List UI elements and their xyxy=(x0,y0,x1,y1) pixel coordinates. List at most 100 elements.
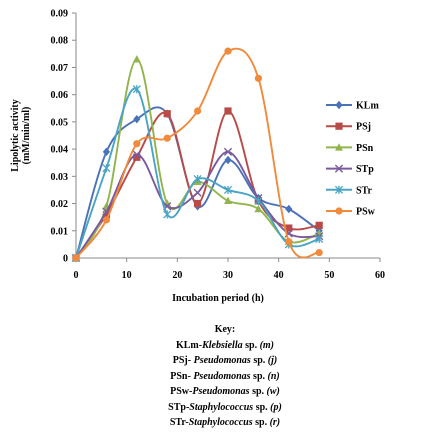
y-tick-label: 0.09 xyxy=(51,9,69,20)
key-genus: Staphylococcus xyxy=(189,401,254,413)
data-point-psw xyxy=(285,238,293,246)
key-strain: (w) xyxy=(266,386,280,397)
y-axis-title-line: (mM/min/ml) xyxy=(21,107,32,165)
key-genus: Pseudomonas xyxy=(192,386,250,397)
lipolytic-activity-chart: 0 0.01 0.02 0.03 0.04 0.05 0.06 0.07 0.08 0.09 0 10… xyxy=(10,9,385,305)
key-code: STr- xyxy=(169,417,189,428)
legend-entry-str: STr xyxy=(326,185,372,196)
legend-entry-psw: PSw xyxy=(326,207,376,218)
data-point-psw xyxy=(254,74,262,82)
y-tick-label: 0.06 xyxy=(51,90,69,101)
key-sp: sp. xyxy=(253,401,271,413)
data-point-psw xyxy=(194,107,202,115)
y-tick-label: 0 xyxy=(63,254,68,265)
x-tick-label: 10 xyxy=(122,270,132,281)
y-tick-label: 0.03 xyxy=(51,172,69,183)
key-genus: Staphylococcus xyxy=(188,417,253,428)
legend-label-psw: PSw xyxy=(356,207,376,218)
series-line-psw xyxy=(75,47,320,259)
legend-marker-klm xyxy=(335,100,343,110)
y-tick-label: 0.01 xyxy=(51,226,69,237)
y-tick-label: 0.08 xyxy=(51,36,69,47)
x-tick-label: 30 xyxy=(223,270,233,281)
legend-entry-stp: STp xyxy=(326,164,374,175)
key-entry: PSj- Pseudomonas sp. (j) xyxy=(90,353,360,369)
series-layer xyxy=(71,47,324,263)
data-point-psj xyxy=(163,110,171,118)
key-sp: sp. xyxy=(250,370,268,382)
key-code: PSj- xyxy=(172,355,194,366)
series-psw xyxy=(72,47,323,262)
key-sp: sp. xyxy=(250,355,268,366)
data-point-str xyxy=(315,234,324,244)
y-tick-label: 0.02 xyxy=(51,199,69,210)
legend-marker-psj xyxy=(335,122,343,130)
key-strain: (n) xyxy=(267,370,280,382)
x-tick-label: 60 xyxy=(375,270,385,281)
y-tick-label: 0.07 xyxy=(51,63,69,74)
data-point-psn xyxy=(132,55,141,63)
legend-marker-psn xyxy=(335,143,343,151)
key-strain: (p) xyxy=(270,401,282,413)
legend-marker-stp xyxy=(334,164,344,173)
legend: KLm PSj PSn STp STr PSw xyxy=(326,101,379,218)
key-sp: sp. xyxy=(249,386,267,397)
key-entry: PSw-Pseudomonas sp. (w) xyxy=(90,384,360,400)
data-point-psw xyxy=(224,47,232,55)
data-point-psn xyxy=(254,204,263,213)
legend-entry-psj: PSj xyxy=(326,122,371,133)
data-point-stp xyxy=(223,147,233,156)
x-axis-title: Incubation period (h) xyxy=(172,293,264,304)
data-point-psj xyxy=(133,153,141,161)
data-point-klm xyxy=(224,155,232,165)
key-code: PSw- xyxy=(170,386,193,397)
series-line-str xyxy=(75,87,320,259)
y-axis-title-line: Lipolytic activity xyxy=(10,99,21,172)
data-point-klm xyxy=(102,147,110,157)
legend-label-stp: STp xyxy=(356,164,374,175)
data-point-psj xyxy=(315,221,323,229)
key-entry: PSn- Pseudomonas sp. (n) xyxy=(90,369,360,385)
y-axis-title: Lipolytic activity(mM/min/ml) xyxy=(10,99,32,172)
species-key: Key: KLm-Klebsiella sp. (m) PSj- Pseudomo… xyxy=(90,322,360,431)
data-point-str xyxy=(193,174,202,184)
key-entry: KLm-Klebsiella sp. (m) xyxy=(90,338,360,354)
key-genus: Pseudomonas xyxy=(193,370,251,382)
data-point-psj xyxy=(194,199,202,208)
series-str xyxy=(71,85,324,263)
data-point-psw xyxy=(315,248,323,257)
y-tick-label: 0.05 xyxy=(51,117,69,128)
legend-entry-psn: PSn xyxy=(326,143,374,154)
data-point-str xyxy=(163,210,172,219)
legend-label-psn: PSn xyxy=(356,143,374,154)
legend-label-klm: KLm xyxy=(356,101,379,112)
data-point-psw xyxy=(72,254,80,262)
key-code: KLm- xyxy=(175,339,203,351)
key-code: PSn- xyxy=(170,370,194,382)
y-tick-label: 0.04 xyxy=(51,145,69,156)
key-entry: STp-Staphylococcus sp. (p) xyxy=(90,400,360,416)
data-point-psj xyxy=(285,224,293,232)
data-point-psn xyxy=(224,196,232,205)
key-genus: Pseudomonas xyxy=(193,355,251,366)
x-tick-label: 20 xyxy=(172,270,182,281)
legend-label-psj: PSj xyxy=(356,122,371,133)
data-point-str xyxy=(132,85,141,94)
data-point-klm xyxy=(285,204,293,214)
key-title: Key: xyxy=(214,324,236,335)
key-strain: (j) xyxy=(267,355,278,366)
key-sp: sp. xyxy=(242,339,260,351)
x-tick-label: 40 xyxy=(274,270,284,281)
data-point-psw xyxy=(133,140,141,148)
x-tick-label: 50 xyxy=(324,270,334,281)
key-genus: Klebsiella xyxy=(202,339,243,351)
x-tick-label: 0 xyxy=(74,270,79,281)
series-line-psn xyxy=(75,58,320,259)
key-entries: KLm-Klebsiella sp. (m) PSj- Pseudomonas s… xyxy=(90,338,360,431)
legend-entry-klm: KLm xyxy=(326,101,379,112)
key-entry: STr-Staphylococcus sp. (r) xyxy=(90,415,360,431)
legend-marker-psw xyxy=(335,207,343,215)
data-point-klm xyxy=(133,114,141,124)
data-point-psw xyxy=(163,134,171,142)
data-point-psw xyxy=(102,216,110,224)
